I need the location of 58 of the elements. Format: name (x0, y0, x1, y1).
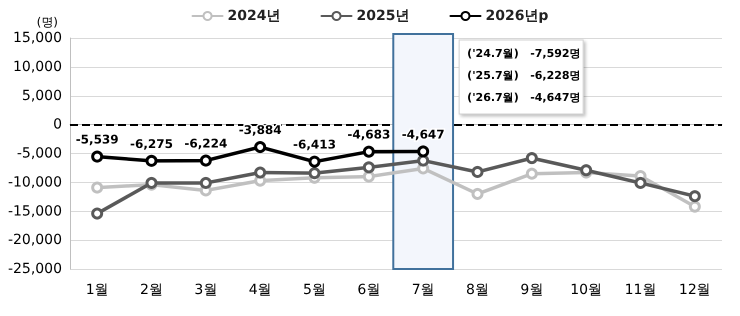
legend-label: 2024년 (228, 8, 281, 24)
point (91, 208, 104, 220)
point (526, 152, 538, 164)
y-axis-title: (명) (36, 15, 58, 29)
point (417, 145, 430, 158)
x-tick-label: 1월 (86, 282, 109, 298)
y-tick-label: 10,000 (13, 58, 62, 75)
point (146, 154, 158, 167)
point (526, 168, 538, 180)
data-label: -3,884 (238, 123, 282, 138)
point (634, 176, 646, 189)
x-tick-label: 2월 (140, 282, 163, 298)
annotation: ('24.7월) -7,592명 (467, 47, 581, 60)
point (362, 161, 375, 174)
point (308, 167, 320, 180)
y-tick-label: 5,000 (22, 88, 62, 104)
point (200, 154, 212, 167)
point (362, 146, 375, 158)
x-tick-label: 7월 (412, 282, 435, 298)
x-tick-label: 5월 (303, 282, 326, 298)
x-tick-label: 11월 (624, 282, 656, 298)
point (472, 188, 484, 200)
point (417, 154, 430, 167)
y-tick-label: -10,000 (8, 174, 62, 190)
x-tick-label: 9월 (520, 282, 544, 298)
x-tick-label: 10월 (570, 282, 602, 298)
annotation: ('26.7월) -4,647명 (467, 91, 581, 104)
data-label: -6,413 (293, 138, 336, 152)
y-tick-label: -15,000 (8, 203, 62, 220)
data-label: -4,647 (402, 127, 445, 142)
point (688, 190, 701, 202)
x-tick-label: 6월 (357, 282, 380, 298)
point (580, 164, 592, 176)
y-tick-label: -20,000 (8, 232, 62, 248)
legend-label: 2025년 (356, 8, 410, 24)
point (362, 170, 375, 183)
point (91, 182, 104, 194)
data-label: -6,224 (184, 136, 228, 151)
point (308, 156, 320, 168)
point (200, 176, 212, 189)
legend-label: 2026년p (485, 8, 548, 24)
y-tick-label: 15,000 (13, 30, 62, 46)
x-tick-label: 4월 (248, 282, 272, 298)
x-tick-label: 12월 (678, 282, 711, 298)
point (472, 166, 484, 178)
data-label: -5,539 (76, 132, 119, 147)
point (254, 141, 266, 154)
y-tick-label: 0 (53, 116, 62, 133)
annotation: ('25.7월) -6,228명 (467, 69, 581, 82)
data-label: -6,275 (130, 136, 173, 151)
y-tick-label: -25,000 (8, 261, 62, 277)
point (254, 166, 266, 179)
x-tick-label: 8월 (466, 282, 489, 298)
point (688, 200, 701, 213)
point (91, 150, 104, 163)
y-tick-label: -5,000 (16, 146, 62, 162)
x-tick-label: 3월 (194, 282, 218, 298)
data-label: -4,683 (347, 128, 390, 142)
